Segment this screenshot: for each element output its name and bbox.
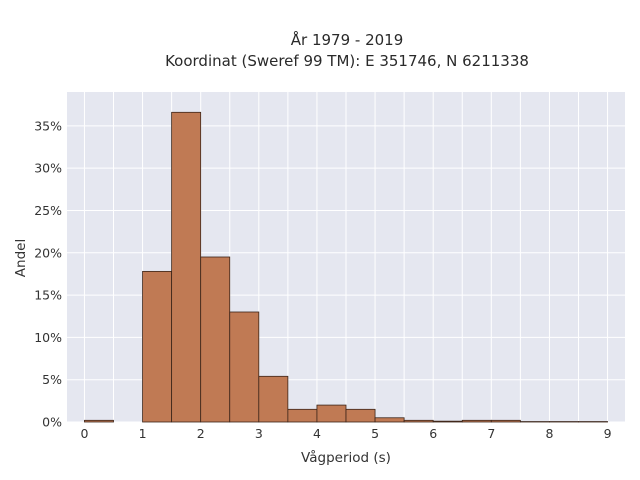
bars: [84, 111, 608, 423]
chart-title-line2: Koordinat (Sweref 99 TM): E 351746, N 62…: [165, 52, 529, 70]
y-tick-label: 25%: [34, 203, 62, 218]
x-tick-label: 2: [197, 426, 205, 441]
histogram-bar: [84, 419, 114, 423]
x-tick-label: 3: [255, 426, 263, 441]
histogram-bar: [171, 111, 202, 423]
y-tick-label: 30%: [34, 161, 62, 176]
y-tick-label: 10%: [34, 330, 62, 345]
x-axis-label: Vågperiod (s): [301, 449, 391, 466]
x-tick-label: 6: [429, 426, 437, 441]
y-tick-label: 0%: [42, 415, 62, 430]
histogram-bar: [200, 256, 231, 423]
x-axis-ticks: 0 1 2 3 4 5 6 7 8 9: [80, 426, 611, 441]
y-tick-label: 20%: [34, 245, 62, 260]
y-axis-label: Andel: [13, 239, 29, 277]
histogram-bar: [374, 417, 405, 423]
y-axis-ticks: 0% 5% 10% 15% 20% 25% 30% 35%: [34, 118, 62, 429]
histogram-bar: [287, 408, 318, 423]
chart-title-line1: År 1979 - 2019: [291, 30, 404, 49]
y-tick-label: 35%: [34, 118, 62, 133]
x-tick-label: 1: [139, 426, 147, 441]
histogram-bar: [461, 419, 492, 423]
histogram-bar: [316, 404, 347, 423]
x-tick-label: 0: [80, 426, 88, 441]
y-tick-label: 5%: [42, 372, 62, 387]
histogram-bar: [142, 270, 173, 423]
x-tick-label: 8: [545, 426, 553, 441]
histogram-bar: [432, 420, 463, 423]
y-tick-label: 15%: [34, 288, 62, 303]
x-tick-label: 5: [371, 426, 379, 441]
histogram-bar: [345, 408, 376, 423]
histogram-bar: [403, 419, 434, 423]
x-tick-label: 7: [487, 426, 495, 441]
histogram-bar: [258, 375, 289, 423]
histogram-bar: [490, 419, 521, 423]
x-tick-label: 9: [604, 426, 612, 441]
histogram-bar: [229, 311, 260, 423]
x-tick-label: 4: [313, 426, 321, 441]
